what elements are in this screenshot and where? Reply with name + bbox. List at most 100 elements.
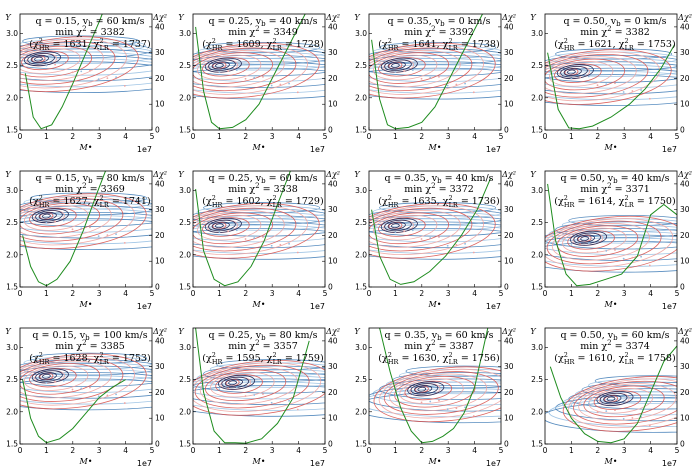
red-contour (372, 54, 438, 81)
core-contour (570, 230, 608, 246)
plot-area (545, 44, 677, 130)
right-y-tick-label: 10 (328, 100, 338, 109)
y-tick-label: 2.0 (531, 407, 543, 416)
sample-point (244, 238, 247, 240)
blue-contour (369, 61, 501, 88)
plot-area (545, 345, 677, 444)
x-tick-label: 2 (419, 132, 424, 141)
x-axis-label: M• (252, 300, 266, 309)
red-contour (562, 376, 677, 432)
y-tick-label: 2.0 (531, 93, 543, 102)
panel-params: q = 0.15, vb = 100 km/s (32, 330, 147, 342)
red-contour (210, 371, 275, 398)
panel-chi2-split: (χ2 HR = 1628, χ2 LR = 1753) (29, 351, 150, 366)
sample-point (62, 379, 65, 382)
blue-contour (193, 224, 325, 254)
core-contour (215, 63, 224, 68)
core-contour (211, 221, 230, 230)
x-tick-label: 2 (419, 289, 424, 298)
sample-point (106, 234, 109, 237)
y-axis-label: Υ (354, 13, 360, 22)
sample-point (54, 380, 57, 383)
right-y-tick-label: 0 (328, 440, 333, 449)
sample-point (227, 70, 230, 72)
core-contour (410, 383, 439, 395)
blue-contour (193, 211, 325, 231)
x-tick-label: 1 (393, 289, 398, 298)
blue-contour (20, 362, 152, 382)
x-axis-multiplier: 1e7 (486, 145, 501, 154)
blue-contour (545, 401, 677, 433)
x-tick-label: 0 (18, 289, 23, 298)
blue-contour (193, 384, 325, 417)
x-tick-label: 1 (44, 132, 49, 141)
right-y-axis-label: Δχ² (325, 327, 340, 336)
axes-frame (368, 13, 502, 131)
right-y-axis-label: Δχ² (677, 170, 692, 179)
y-tick-label: 2.5 (531, 375, 543, 384)
blue-contour (385, 375, 501, 395)
panel-min-chi2: min χ2 = 3374 (580, 339, 650, 352)
right-y-tick-label: 30 (680, 362, 690, 371)
y-axis-label: Υ (530, 13, 536, 22)
x-tick-label: 4 (296, 132, 301, 141)
plot-area (369, 178, 501, 285)
sample-point (455, 83, 458, 86)
sample-point (579, 243, 582, 246)
delta-chi2-curve (371, 178, 491, 285)
x-tick-label: 0 (367, 446, 372, 455)
x-tick-label: 2 (595, 132, 600, 141)
red-contour (583, 385, 665, 418)
right-y-tick-label: 40 (155, 179, 165, 188)
red-contour (369, 42, 496, 99)
x-tick-label: 5 (323, 446, 328, 455)
core-contour (42, 373, 51, 379)
sample-point (262, 75, 264, 78)
x-tick-label: 2 (70, 289, 75, 298)
y-axis-label: Υ (178, 170, 184, 179)
core-contour (221, 376, 250, 389)
blue-contour (369, 384, 501, 412)
x-axis-label: M• (79, 457, 93, 466)
x-tick-label: 5 (150, 289, 155, 298)
x-tick-label: 4 (472, 132, 477, 141)
y-tick-label: 2.0 (355, 93, 367, 102)
red-contour (369, 210, 461, 248)
panel: 0 1 2 3 4 5 1.5 2.0 2.5 3.0 0 10 20 30 40 Υ Δχ² M• 1e7 q = … (5, 327, 167, 468)
core-contour (391, 63, 400, 68)
blue-contour (20, 45, 152, 65)
core-contour (414, 385, 433, 394)
right-y-axis-label: Δχ² (325, 13, 340, 22)
core-contour (573, 232, 602, 245)
x-tick-label: 4 (296, 446, 301, 455)
sample-point (244, 395, 247, 397)
axes-frame (544, 327, 678, 445)
delta-chi2-curve (22, 171, 107, 287)
red-contour (193, 45, 308, 95)
right-y-tick-label: 30 (328, 48, 338, 57)
core-contour (35, 210, 63, 222)
x-axis-multiplier: 1e7 (137, 302, 152, 311)
x-tick-label: 5 (499, 289, 504, 298)
red-contour (551, 223, 650, 261)
right-y-tick-label: 30 (504, 48, 514, 57)
sample-point (394, 394, 397, 397)
x-axis-multiplier: 1e7 (137, 145, 152, 154)
x-axis-label: M• (604, 457, 618, 466)
panel-params: q = 0.25, vb = 60 km/s (208, 173, 317, 185)
red-contour (193, 49, 285, 88)
x-tick-label: 0 (367, 289, 372, 298)
y-tick-label: 2.0 (6, 250, 18, 259)
x-tick-label: 1 (217, 446, 222, 455)
y-tick-label: 3.0 (6, 343, 18, 352)
sample-point (631, 256, 634, 259)
sample-point (54, 220, 57, 223)
core-contour (38, 372, 57, 381)
red-contour (369, 207, 473, 252)
panel-min-chi2: min χ2 = 3372 (404, 182, 474, 195)
sample-point (429, 237, 432, 239)
x-axis-label: M• (252, 143, 266, 152)
x-tick-label: 2 (243, 132, 248, 141)
y-tick-label: 2.5 (531, 218, 543, 227)
panel-params: q = 0.15, vb = 80 km/s (35, 173, 144, 185)
